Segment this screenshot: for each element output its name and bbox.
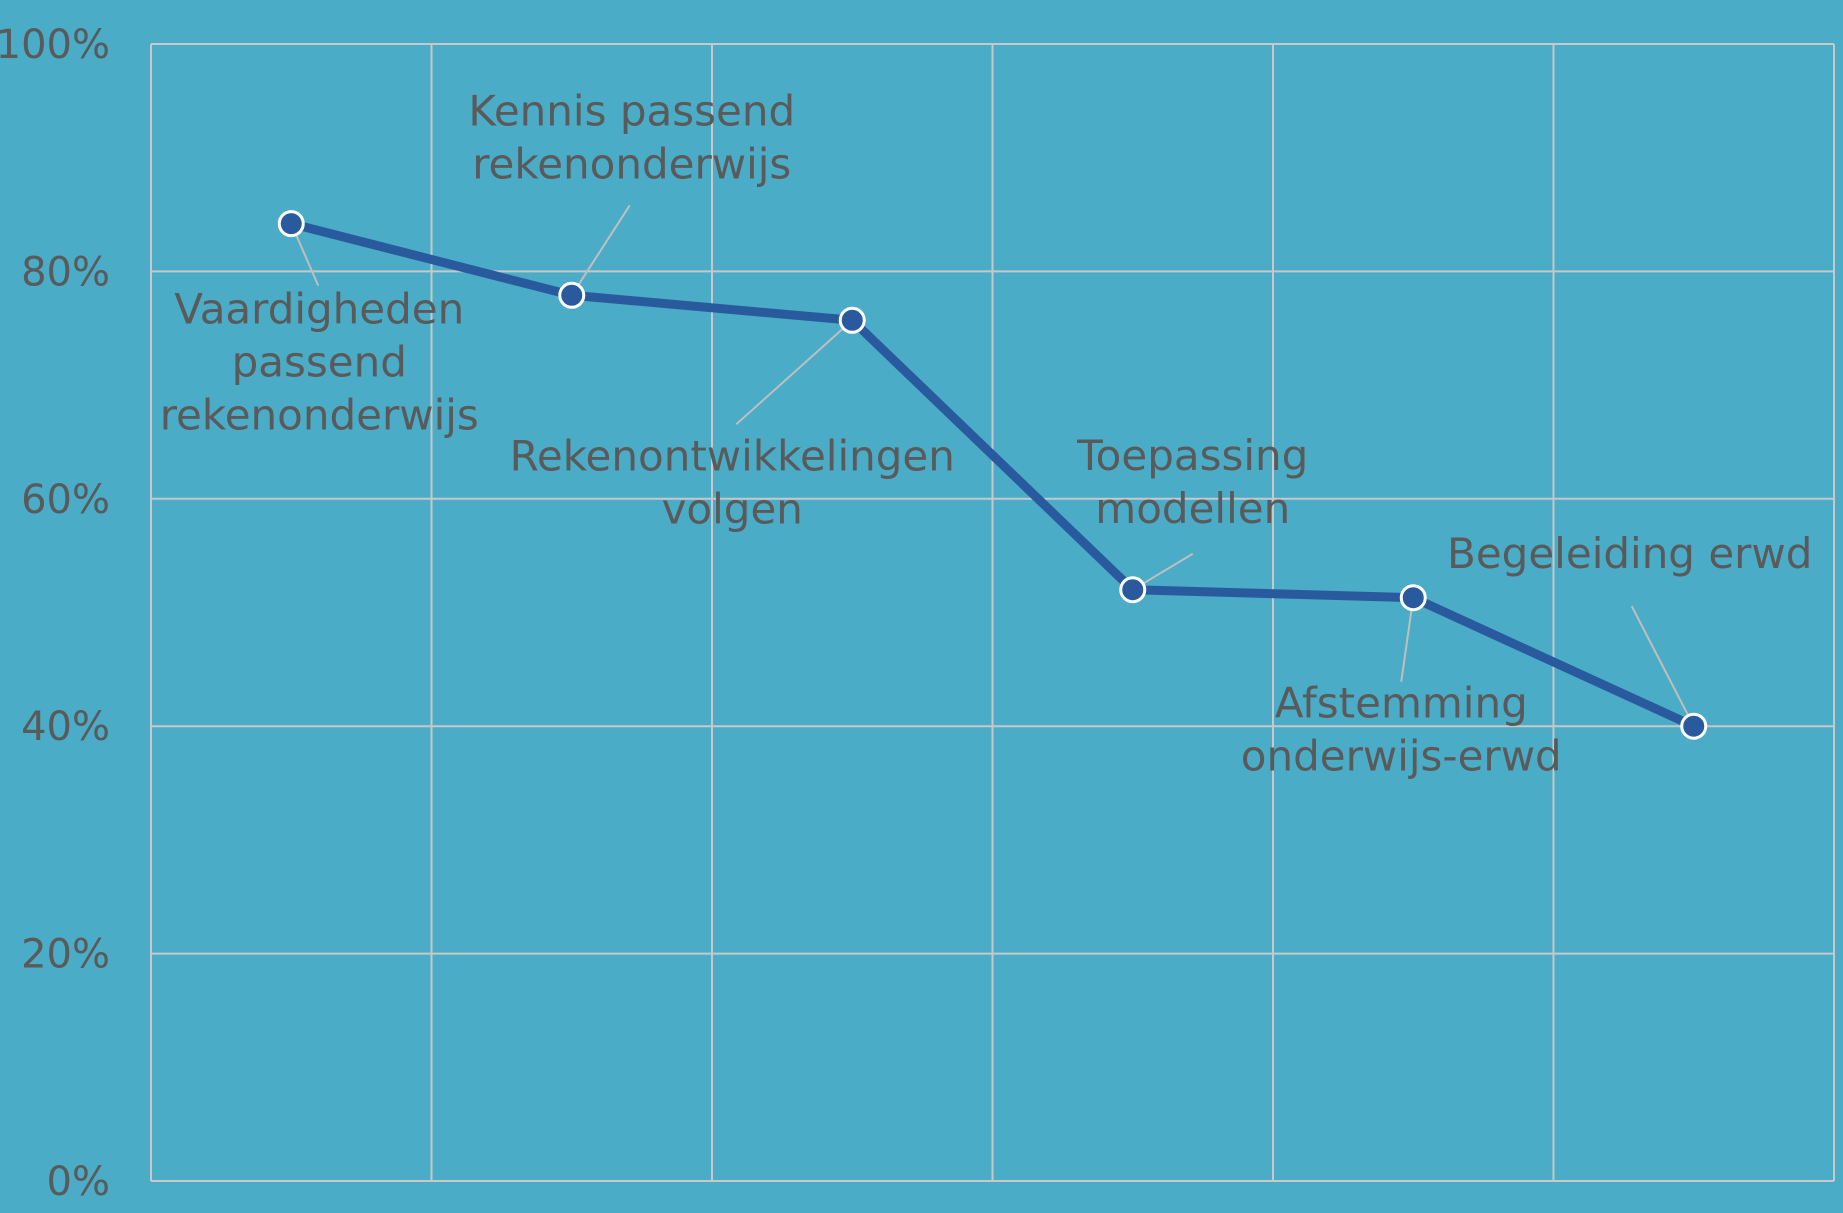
y-tick-label: 60% (21, 477, 110, 523)
y-axis: 0% 20% 40% 60% 80% 100% (0, 22, 110, 1205)
series-line (286, 219, 1699, 731)
data-label-line: Rekenontwikkelingen (510, 431, 955, 480)
data-label-line: Begeleiding erwd (1447, 529, 1812, 578)
data-label: Toepassing modellen (1076, 431, 1308, 533)
y-tick-label: 40% (21, 704, 110, 750)
data-point (558, 281, 586, 309)
data-point (1680, 712, 1708, 740)
gridlines (150, 43, 1835, 1182)
data-label-line: Vaardigheden (174, 285, 464, 334)
data-point (1399, 584, 1427, 612)
data-label: Rekenontwikkelingen volgen (510, 431, 955, 533)
leader-line (1630, 605, 1695, 727)
data-label-line: rekenonderwijs (160, 391, 479, 440)
data-point (277, 210, 305, 238)
y-tick-label: 80% (21, 249, 110, 295)
data-label-line: Afstemming (1275, 679, 1528, 728)
y-tick-label: 100% (0, 22, 110, 68)
data-label-group: Vaardigheden passend rekenonderwijsKennis … (160, 86, 1813, 780)
data-label-line: modellen (1095, 484, 1290, 533)
y-tick-label: 0% (47, 1159, 110, 1205)
data-label: Afstemming onderwijs-erwd (1241, 679, 1562, 781)
data-point (838, 306, 866, 334)
data-label-line: Toepassing (1076, 431, 1308, 480)
data-label-line: volgen (662, 484, 803, 533)
leader-line (570, 204, 631, 296)
data-point (1119, 576, 1147, 604)
y-tick-label: 20% (21, 932, 110, 978)
data-label-line: onderwijs-erwd (1241, 732, 1562, 781)
leader-line (1400, 597, 1415, 682)
data-label: Kennis passend rekenonderwijs (468, 86, 795, 188)
data-label: Begeleiding erwd (1447, 529, 1812, 578)
data-label: Vaardigheden passend rekenonderwijs (160, 285, 479, 440)
series-line-group (277, 210, 1708, 740)
data-label-line: Kennis passend (468, 86, 795, 135)
leader-line (735, 319, 853, 426)
data-label-line: passend (232, 338, 407, 387)
data-label-line: rekenonderwijs (472, 139, 791, 188)
